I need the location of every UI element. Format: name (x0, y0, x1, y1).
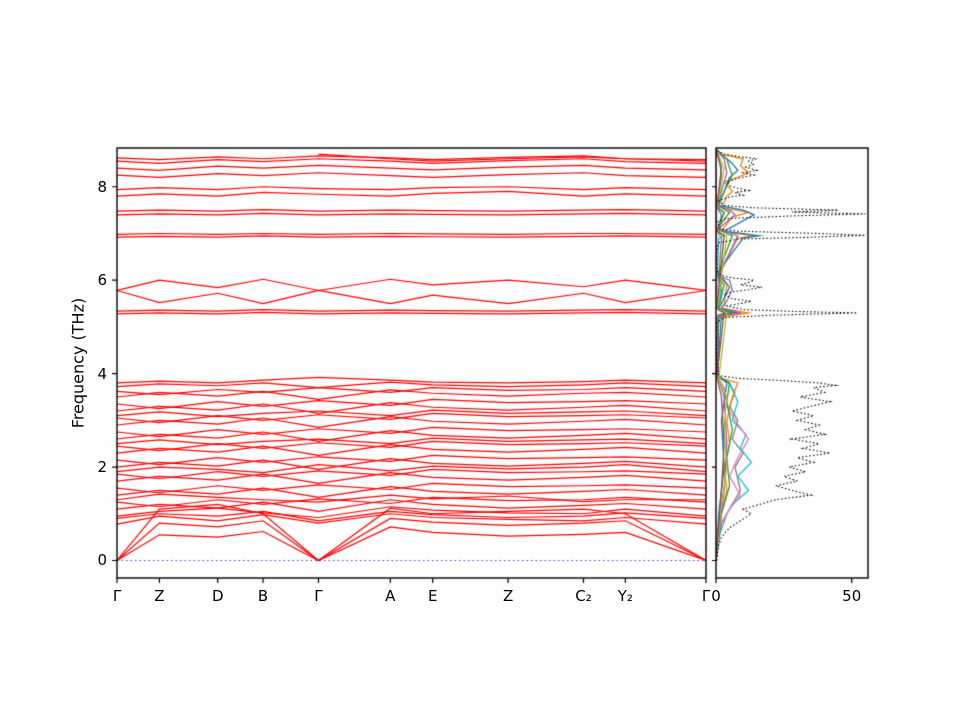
y-axis-title: Frequency (THz) (68, 297, 88, 429)
dos-x-tick-label: 50 (842, 587, 862, 605)
x-tick-label: Z (154, 587, 165, 605)
x-tick-label: D (211, 587, 224, 605)
x-tick-label: B (257, 587, 269, 605)
x-tick-label: Y₂ (617, 587, 633, 605)
x-tick-label: Γ (701, 587, 711, 605)
y-tick-label: 8 (97, 177, 107, 196)
x-tick-label: A (385, 587, 396, 605)
y-tick-label: 2 (97, 458, 107, 477)
x-tick-label: C₂ (575, 587, 592, 605)
x-tick-label: Γ (314, 587, 323, 605)
y-tick-label: 6 (97, 271, 107, 290)
y-tick-label: 4 (97, 364, 107, 383)
x-tick-label: E (427, 587, 438, 605)
x-tick-label: Γ (112, 587, 122, 605)
y-tick-label: 0 (97, 551, 107, 570)
x-tick-label: Z (502, 587, 514, 605)
dos-x-tick-label: 0 (711, 587, 721, 605)
